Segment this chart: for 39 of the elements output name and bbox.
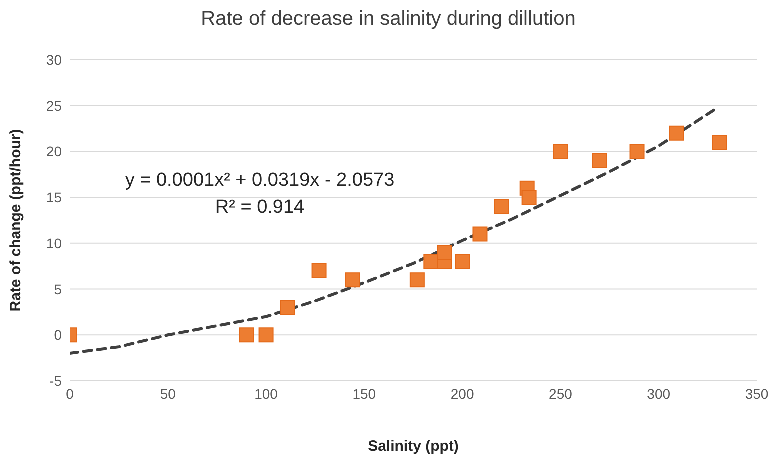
y-tick-label: 5 xyxy=(54,281,62,298)
point xyxy=(280,300,296,316)
point xyxy=(712,135,728,150)
point xyxy=(592,153,608,168)
y-tick-label: 15 xyxy=(46,190,62,206)
y-tick-label: 0 xyxy=(54,327,62,344)
y-tick-label: 10 xyxy=(46,235,62,252)
point xyxy=(312,263,327,278)
point xyxy=(437,245,452,260)
point xyxy=(345,272,360,288)
chart-title: Rate of decrease in salinity during dillution xyxy=(200,8,577,31)
point xyxy=(669,126,684,141)
y-tick-label: 25 xyxy=(46,98,62,114)
y-tick-label: -5 xyxy=(50,372,62,389)
point xyxy=(424,254,439,270)
annotation: R² = 0.914 xyxy=(214,197,306,219)
point xyxy=(239,328,254,343)
x-tick-label: 350 xyxy=(745,386,769,402)
x-axis-title: Salinity (ppt) xyxy=(368,438,459,455)
x-tick-label: 0 xyxy=(66,386,74,402)
x-tick-label: 150 xyxy=(352,386,376,402)
y-tick-label: 30 xyxy=(46,52,62,68)
point xyxy=(522,190,537,206)
x-tick-label: 200 xyxy=(450,386,474,402)
y-tick-label: 20 xyxy=(46,144,62,160)
y-axis-title: Rate of change (ppt/hour) xyxy=(7,129,24,312)
x-tick-label: 50 xyxy=(160,386,176,402)
x-tick-label: 100 xyxy=(254,386,278,402)
point xyxy=(258,328,274,343)
line-series xyxy=(70,108,716,355)
point xyxy=(472,226,488,242)
point xyxy=(494,199,510,214)
point xyxy=(410,272,425,288)
x-tick-label: 250 xyxy=(549,386,573,402)
annotation: y = 0.0001x² + 0.0319x - 2.0573 xyxy=(124,170,396,192)
point xyxy=(553,144,568,160)
point xyxy=(455,254,470,270)
point xyxy=(630,144,645,160)
x-tick-label: 300 xyxy=(647,386,671,402)
